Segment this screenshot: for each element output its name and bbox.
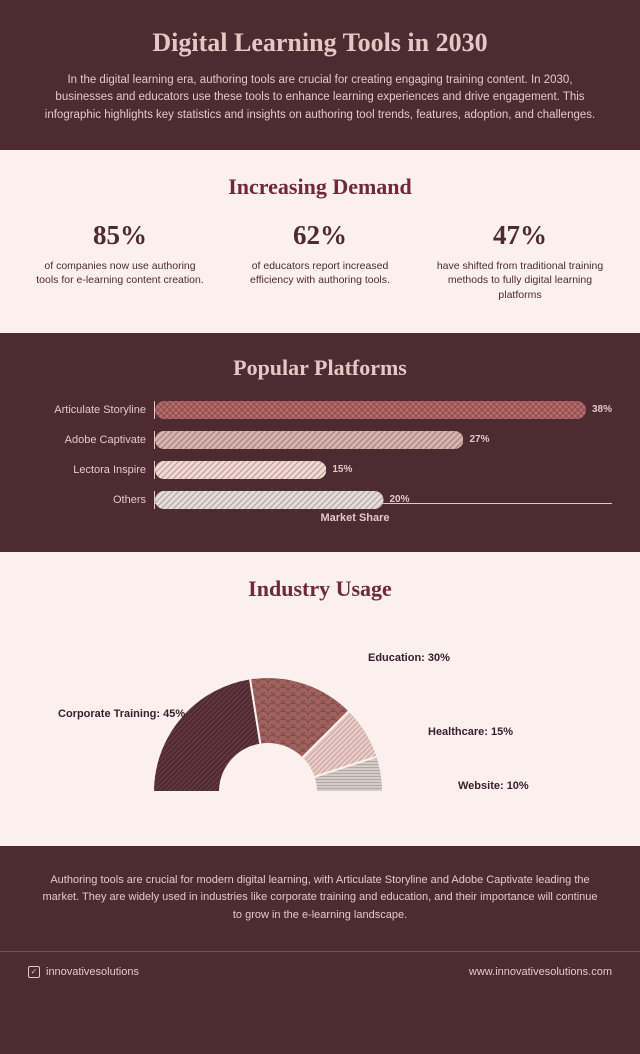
stats-row: 85% of companies now use authoring tools… <box>28 220 612 303</box>
bar-value: 20% <box>390 494 410 505</box>
bar-row: Others 20% <box>28 491 612 509</box>
donut-label: Education: 30% <box>368 652 450 664</box>
donut-label: Healthcare: 15% <box>428 726 513 738</box>
donut-chart <box>128 652 408 812</box>
bar-value: 27% <box>469 434 489 445</box>
stat-item: 62% of educators report increased effici… <box>228 220 412 303</box>
bar-value: 15% <box>332 464 352 475</box>
bar-track: 27% <box>154 431 612 449</box>
bar-fill <box>155 431 463 449</box>
donut-label: Website: 10% <box>458 780 529 792</box>
platforms-title: Popular Platforms <box>28 355 612 381</box>
stat-desc: of companies now use authoring tools for… <box>28 259 212 288</box>
stat-value: 85% <box>28 220 212 251</box>
brand-name: innovativesolutions <box>46 966 139 978</box>
stat-desc: of educators report increased efficiency… <box>228 259 412 288</box>
platforms-section: Popular Platforms Articulate Storyline 38… <box>0 333 640 552</box>
brand-icon: ✓ <box>28 966 40 978</box>
axis-label: Market Share <box>98 512 612 524</box>
donut-label: Corporate Training: 45% <box>58 708 185 720</box>
bar-row: Articulate Storyline 38% <box>28 401 612 419</box>
stat-value: 47% <box>428 220 612 251</box>
industry-title: Industry Usage <box>28 576 612 602</box>
stat-item: 85% of companies now use authoring tools… <box>28 220 212 303</box>
stat-item: 47% have shifted from traditional traini… <box>428 220 612 303</box>
bar-track: 15% <box>154 461 612 479</box>
industry-section: Industry Usage <box>0 552 640 846</box>
footer-bar: ✓ innovativesolutions www.innovativesolu… <box>0 951 640 992</box>
stat-value: 62% <box>228 220 412 251</box>
bar-track: 38% <box>154 401 612 419</box>
bar-label: Adobe Captivate <box>28 434 146 446</box>
bar-track: 20% <box>154 491 612 509</box>
header-section: Digital Learning Tools in 2030 In the di… <box>0 0 640 150</box>
bar-label: Lectora Inspire <box>28 464 146 476</box>
bar-label: Others <box>28 494 146 506</box>
bar-chart: Articulate Storyline 38% Adobe Captivate 27… <box>28 401 612 509</box>
donut-container: Corporate Training: 45% Education: 30% Hea… <box>28 622 612 812</box>
bar-value: 38% <box>592 404 612 415</box>
bar-label: Articulate Storyline <box>28 404 146 416</box>
donut-slice <box>153 678 260 792</box>
bar-fill <box>155 461 326 479</box>
demand-section: Increasing Demand 85% of companies now u… <box>0 150 640 333</box>
footer-url: www.innovativesolutions.com <box>469 966 612 978</box>
page-title: Digital Learning Tools in 2030 <box>40 28 600 58</box>
bar-row: Lectora Inspire 15% <box>28 461 612 479</box>
brand: ✓ innovativesolutions <box>28 966 139 978</box>
bar-row: Adobe Captivate 27% <box>28 431 612 449</box>
footer-text: Authoring tools are crucial for modern d… <box>0 846 640 951</box>
bar-fill <box>155 491 384 509</box>
bar-fill <box>155 401 586 419</box>
intro-text: In the digital learning era, authoring t… <box>40 72 600 124</box>
stat-desc: have shifted from traditional training m… <box>428 259 612 303</box>
demand-title: Increasing Demand <box>28 174 612 200</box>
